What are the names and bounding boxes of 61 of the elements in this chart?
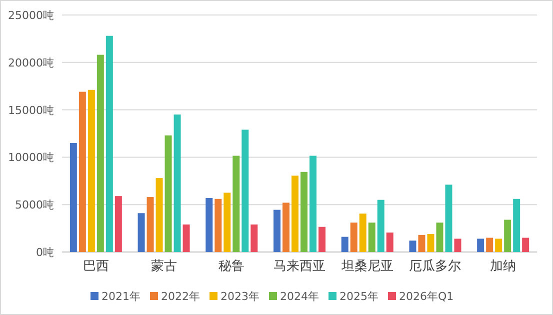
bar bbox=[78, 92, 86, 252]
x-tick-label: 马来西亚 bbox=[274, 259, 326, 274]
bar bbox=[282, 202, 290, 252]
bar bbox=[522, 238, 530, 252]
x-tick-label: 加纳 bbox=[490, 259, 516, 274]
bar bbox=[409, 240, 416, 252]
bar bbox=[495, 238, 502, 252]
bar bbox=[477, 238, 484, 252]
bar bbox=[341, 236, 348, 252]
legend-label: 2021年 bbox=[102, 290, 140, 303]
bar bbox=[427, 234, 434, 252]
bar bbox=[454, 238, 462, 252]
bar bbox=[146, 197, 154, 252]
x-tick-label: 巴西 bbox=[82, 259, 109, 274]
y-tick-label: 15000吨 bbox=[8, 104, 54, 117]
bar bbox=[504, 220, 512, 252]
bar bbox=[386, 232, 394, 252]
bar bbox=[114, 196, 122, 252]
bar bbox=[250, 224, 258, 252]
bar bbox=[156, 178, 163, 252]
bar bbox=[486, 238, 494, 252]
bar bbox=[359, 214, 366, 252]
bar bbox=[206, 198, 213, 252]
bar bbox=[300, 172, 308, 252]
bar bbox=[232, 156, 240, 252]
bar bbox=[310, 156, 316, 252]
bar bbox=[368, 222, 376, 252]
bar bbox=[214, 198, 222, 252]
bar bbox=[224, 192, 231, 252]
legend-label: 2025年 bbox=[340, 290, 378, 303]
legend-label: 2026年Q1 bbox=[399, 290, 454, 303]
bar bbox=[436, 222, 444, 252]
bar bbox=[138, 213, 145, 252]
bar bbox=[318, 226, 326, 252]
bar bbox=[274, 210, 280, 252]
bar bbox=[445, 184, 452, 252]
y-tick-label: 10000吨 bbox=[8, 151, 54, 164]
y-tick-label: 20000吨 bbox=[8, 56, 54, 70]
bar bbox=[164, 135, 172, 252]
y-tick-label: 5000吨 bbox=[15, 198, 54, 212]
x-tick-label: 坦桑尼亚 bbox=[340, 259, 394, 274]
bar bbox=[377, 200, 384, 252]
legend-label: 2022年 bbox=[161, 290, 200, 303]
x-tick-label: 厄瓜多尔 bbox=[409, 259, 462, 274]
y-tick-label: 0吨 bbox=[36, 246, 54, 259]
bar bbox=[88, 90, 95, 252]
bar bbox=[418, 234, 426, 252]
legend-label: 2024年 bbox=[280, 290, 319, 303]
legend-label: 2023年 bbox=[220, 290, 260, 303]
bar bbox=[242, 130, 249, 252]
bar bbox=[292, 176, 298, 252]
bar bbox=[513, 198, 520, 252]
x-tick-label: 秘鲁 bbox=[218, 259, 245, 274]
bar bbox=[70, 142, 77, 252]
bar bbox=[174, 114, 181, 252]
x-tick-label: 蒙古 bbox=[150, 259, 177, 274]
bar bbox=[182, 224, 190, 252]
bar bbox=[106, 36, 113, 252]
bar bbox=[350, 222, 358, 252]
y-tick-label: 25000吨 bbox=[8, 9, 54, 22]
bar bbox=[96, 54, 104, 252]
